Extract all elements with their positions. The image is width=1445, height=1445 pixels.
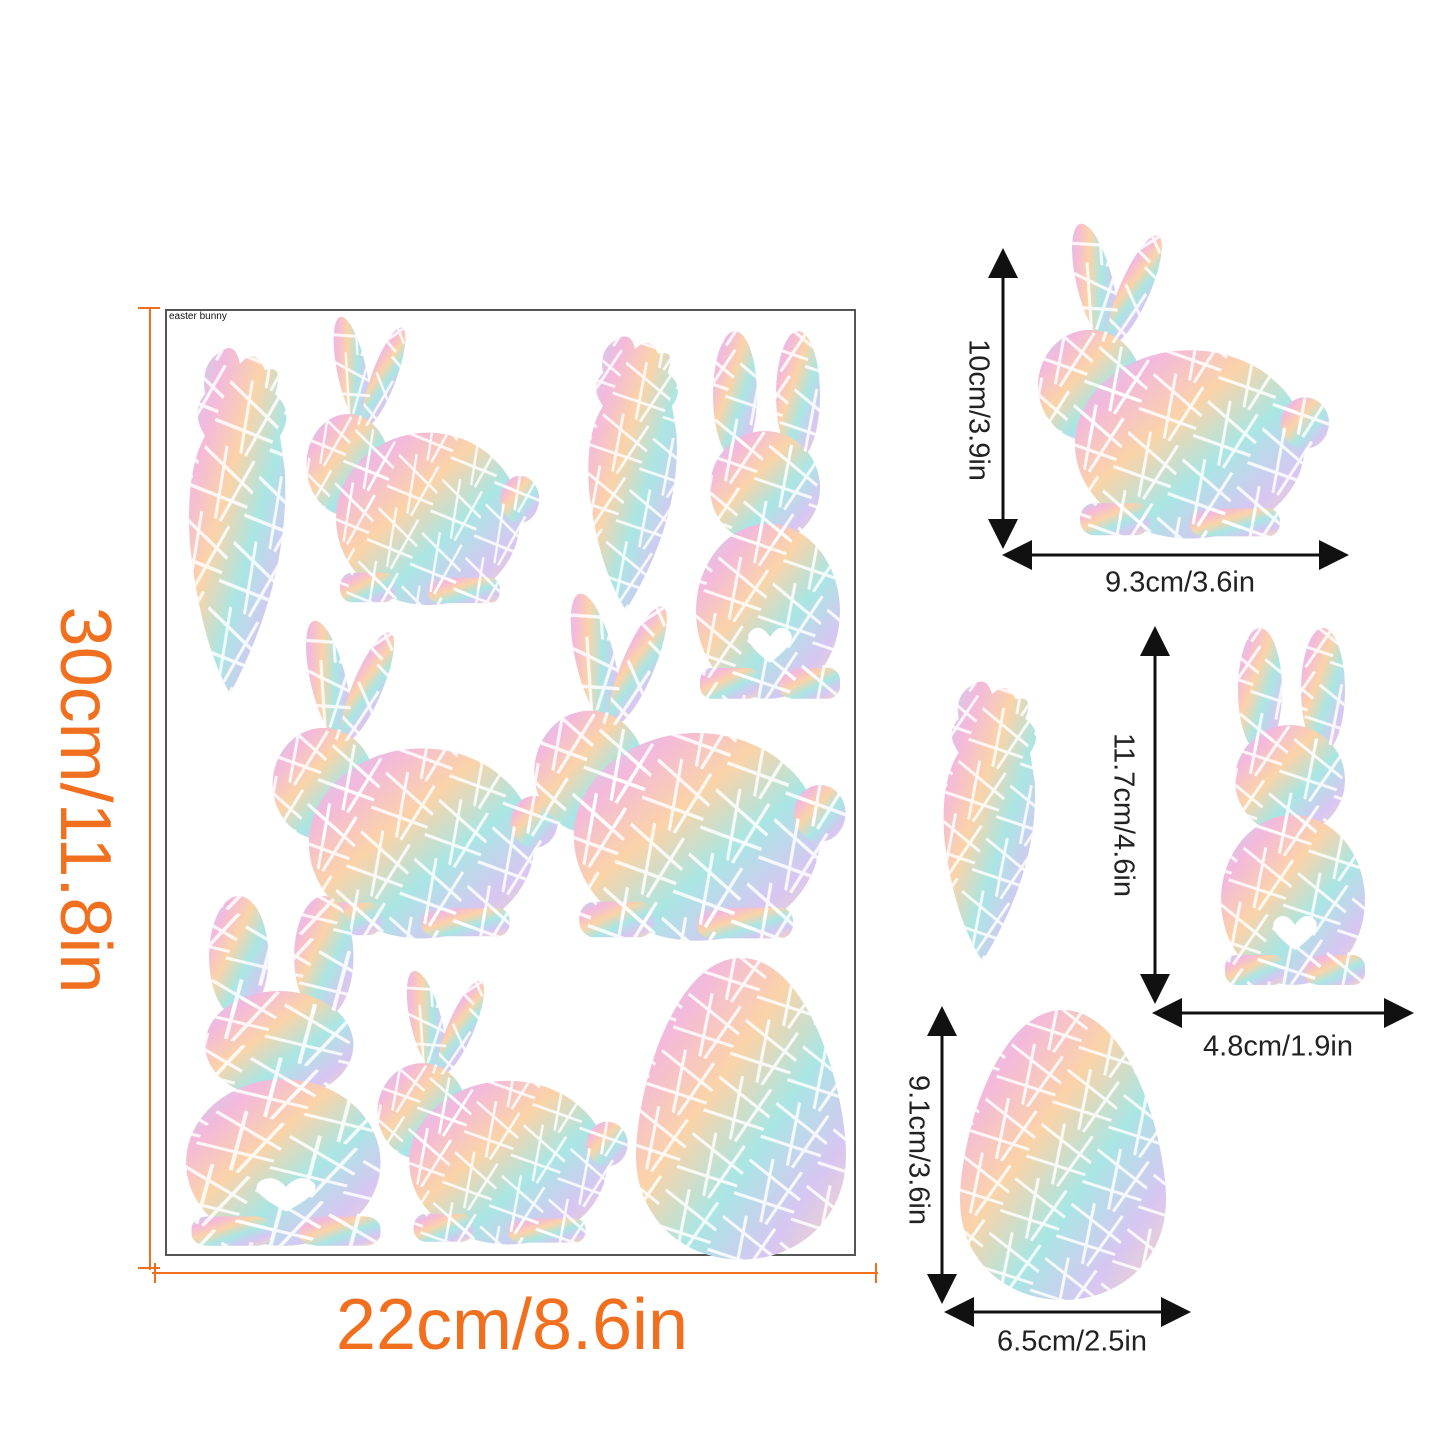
- bunny-height-label: 10cm/3.9in: [962, 339, 995, 481]
- egg-width-label: 6.5cm/2.5in: [997, 1325, 1147, 1358]
- egg-detail: [960, 1010, 1166, 1300]
- sheet-width-label: 22cm/8.6in: [335, 1285, 689, 1365]
- bunny-width-label: 9.3cm/3.6in: [1105, 566, 1255, 599]
- standing-bunny-height-label: 11.7cm/4.6in: [1107, 733, 1140, 897]
- carrot-detail: [944, 681, 1037, 961]
- dimension-arrows: [927, 248, 1414, 1327]
- sheet-height-label: 30cm/11.8in: [45, 606, 125, 994]
- standing-bunny-detail: [1221, 628, 1365, 985]
- sheet-label: easter bunny: [169, 311, 227, 322]
- bunny-detail: [1038, 219, 1329, 539]
- egg-height-label: 9.1cm/3.6in: [902, 1075, 935, 1225]
- standing-bunny-width-label: 4.8cm/1.9in: [1203, 1030, 1353, 1063]
